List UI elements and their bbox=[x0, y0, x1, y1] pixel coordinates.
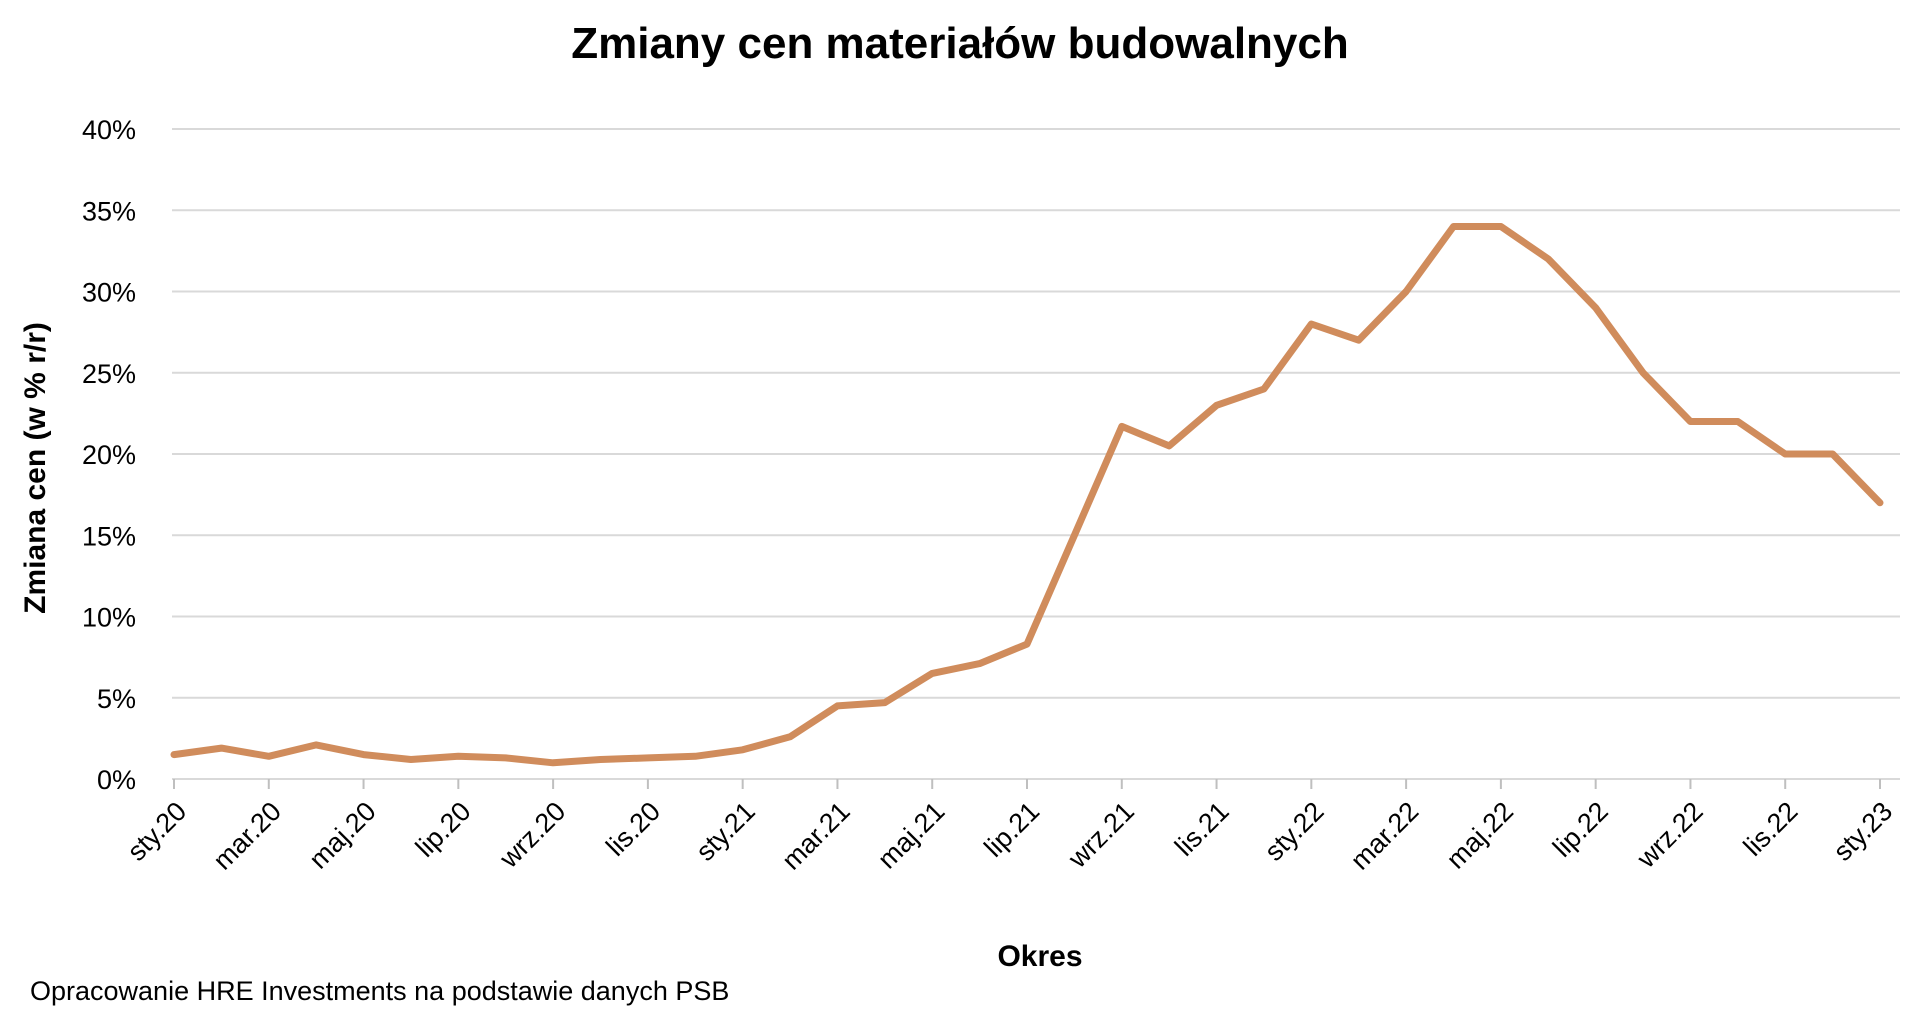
gridlines bbox=[172, 128, 1900, 699]
x-tick-label: lip.22 bbox=[1547, 796, 1614, 863]
x-tick-label: mar.22 bbox=[1345, 796, 1425, 876]
series-line bbox=[170, 223, 1884, 767]
y-tick-label: 20% bbox=[82, 440, 136, 470]
x-tick-label: lis.22 bbox=[1738, 796, 1804, 862]
x-tick-label: wrz.21 bbox=[1062, 796, 1140, 874]
y-axis-ticks: 0% 5% 10% 15% 20% 25% 30% 35% 40% bbox=[82, 115, 136, 795]
y-tick-label: 25% bbox=[82, 359, 136, 389]
x-tick-label: mar.21 bbox=[776, 796, 856, 876]
x-tick-label: sty.21 bbox=[690, 796, 761, 867]
x-axis: sty.20 mar.20 maj.20 lip.20 wrz.20 lis.20 sty.… bbox=[122, 778, 1900, 876]
y-axis-title: Zmiana cen (w % r/r) bbox=[19, 322, 52, 614]
x-tick-label: maj.20 bbox=[303, 796, 382, 875]
y-tick-label: 5% bbox=[97, 684, 136, 714]
x-tick-label: lip.21 bbox=[978, 796, 1045, 863]
x-tick-label: mar.20 bbox=[207, 796, 287, 876]
x-tick-label: maj.21 bbox=[872, 796, 951, 875]
x-tick-label: lis.20 bbox=[600, 796, 666, 862]
x-tick-label: sty.20 bbox=[122, 796, 193, 867]
x-tick-label: lis.21 bbox=[1169, 796, 1235, 862]
x-tick-label: lip.20 bbox=[410, 796, 477, 863]
y-tick-label: 40% bbox=[82, 115, 136, 145]
y-tick-label: 0% bbox=[97, 765, 136, 795]
y-tick-label: 10% bbox=[82, 603, 136, 633]
y-tick-label: 35% bbox=[82, 196, 136, 226]
x-tick-label: maj.22 bbox=[1441, 796, 1520, 875]
data-series bbox=[170, 223, 1884, 767]
x-tick-label: sty.23 bbox=[1828, 796, 1899, 867]
x-tick-label: wrz.20 bbox=[493, 796, 571, 874]
chart-title: Zmiany cen materiałów budowalnych bbox=[571, 19, 1349, 68]
y-tick-label: 30% bbox=[82, 278, 136, 308]
x-axis-title: Okres bbox=[997, 940, 1082, 973]
x-tick-label: sty.22 bbox=[1259, 796, 1330, 867]
x-tick-label: wrz.22 bbox=[1631, 796, 1709, 874]
source-note: Opracowanie HRE Investments na podstawie… bbox=[30, 976, 729, 1006]
y-tick-label: 15% bbox=[82, 521, 136, 551]
